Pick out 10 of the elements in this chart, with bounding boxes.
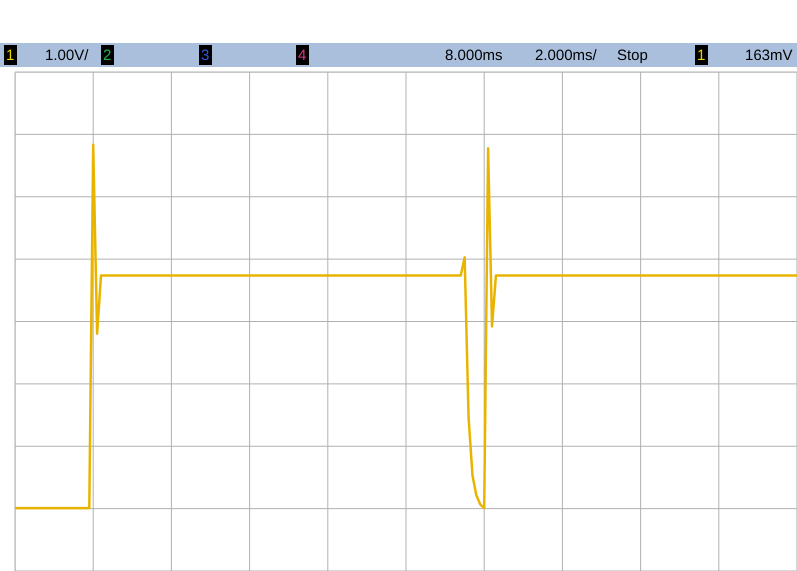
text: 1 bbox=[697, 47, 706, 64]
text: 2.000ms/ bbox=[535, 47, 598, 64]
text: Stop bbox=[617, 47, 648, 64]
text: 4 bbox=[298, 47, 306, 64]
text: 2 bbox=[103, 47, 112, 64]
text: 3 bbox=[201, 47, 210, 64]
text: 1.00V/ bbox=[45, 47, 90, 64]
text: 163mV bbox=[745, 47, 793, 64]
text: 1 bbox=[6, 47, 14, 64]
text: 8.000ms bbox=[445, 47, 503, 64]
